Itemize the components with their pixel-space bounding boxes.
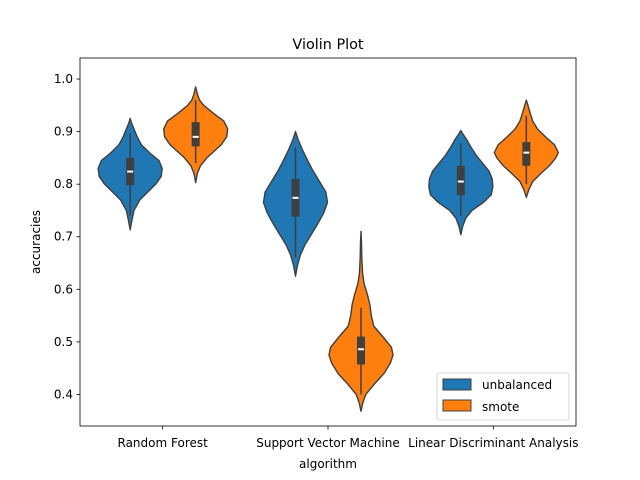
y-tick-label: 0.8: [54, 177, 73, 191]
legend: unbalanced smote: [436, 372, 570, 421]
legend-label-unbalanced: unbalanced: [482, 378, 552, 392]
legend-swatch-unbalanced: [442, 378, 472, 391]
x-axis: Random Forest Support Vector Machine Linea…: [118, 426, 579, 450]
plot-area: [97, 86, 560, 412]
y-tick-label: 0.5: [54, 335, 73, 349]
y-tick-label: 1.0: [54, 72, 73, 86]
iqr-box-smote-random-forest: [191, 122, 200, 147]
iqr-box-unbalanced-linear-discriminant-analysis: [456, 165, 465, 196]
legend-label-smote: smote: [482, 400, 519, 414]
y-axis-label: accuracies: [29, 210, 43, 274]
x-tick-label: Linear Discriminant Analysis: [408, 436, 578, 450]
x-axis-label: algorithm: [299, 457, 357, 471]
x-tick-label: Random Forest: [118, 436, 209, 450]
y-tick-label: 0.4: [54, 387, 73, 401]
iqr-box-smote-linear-discriminant-analysis: [522, 142, 531, 166]
chart-title: Violin Plot: [292, 37, 364, 53]
legend-swatch-smote: [442, 399, 472, 412]
y-axis: 0.4 0.5 0.6 0.7 0.8 0.9 1.0: [54, 72, 80, 401]
y-tick-label: 0.9: [54, 125, 73, 139]
x-tick-label: Support Vector Machine: [256, 436, 400, 450]
y-tick-label: 0.7: [54, 230, 73, 244]
y-tick-label: 0.6: [54, 282, 73, 296]
iqr-box-smote-support-vector-machine: [357, 336, 365, 365]
